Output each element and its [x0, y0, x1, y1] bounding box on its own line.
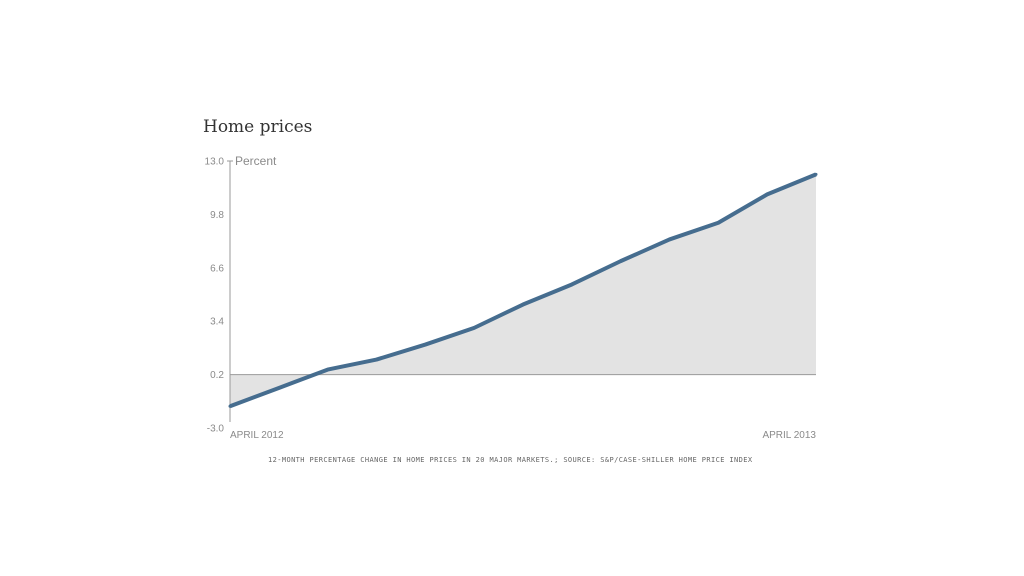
data-point	[716, 221, 720, 225]
data-point	[472, 326, 476, 330]
axis-layer	[227, 160, 816, 422]
data-point	[668, 237, 671, 241]
area-fill	[230, 174, 816, 407]
label-layer: 13.0 9.8 6.6 3.4 0.2 -3.0 Percent APRIL 2012 APR…	[205, 154, 817, 441]
y-tick-label: 3.4	[210, 317, 224, 328]
data-point	[814, 172, 818, 176]
data-point	[423, 343, 427, 347]
data-point	[375, 358, 378, 362]
data-point	[619, 259, 623, 263]
y-tick-label: 6.6	[210, 263, 224, 274]
data-point	[765, 192, 769, 196]
data-point	[277, 386, 281, 390]
y-tick-label: 0.2	[210, 370, 224, 381]
line-layer	[228, 172, 818, 409]
y-tick-label: 13.0	[205, 157, 225, 168]
data-point	[326, 368, 330, 372]
data-point	[228, 404, 232, 408]
x-axis-end-label: APRIL 2013	[762, 430, 816, 441]
y-tick-label: -3.0	[207, 424, 225, 435]
x-axis-start-label: APRIL 2012	[230, 430, 284, 441]
chart-title: Home prices	[203, 117, 313, 137]
data-point	[570, 282, 574, 286]
data-point	[521, 303, 525, 307]
y-tick-label: 9.8	[210, 210, 224, 221]
y-axis-label: Percent	[235, 154, 277, 168]
chart-footnote: 12-month percentage change in home price…	[268, 456, 753, 464]
area-layer	[230, 174, 816, 407]
